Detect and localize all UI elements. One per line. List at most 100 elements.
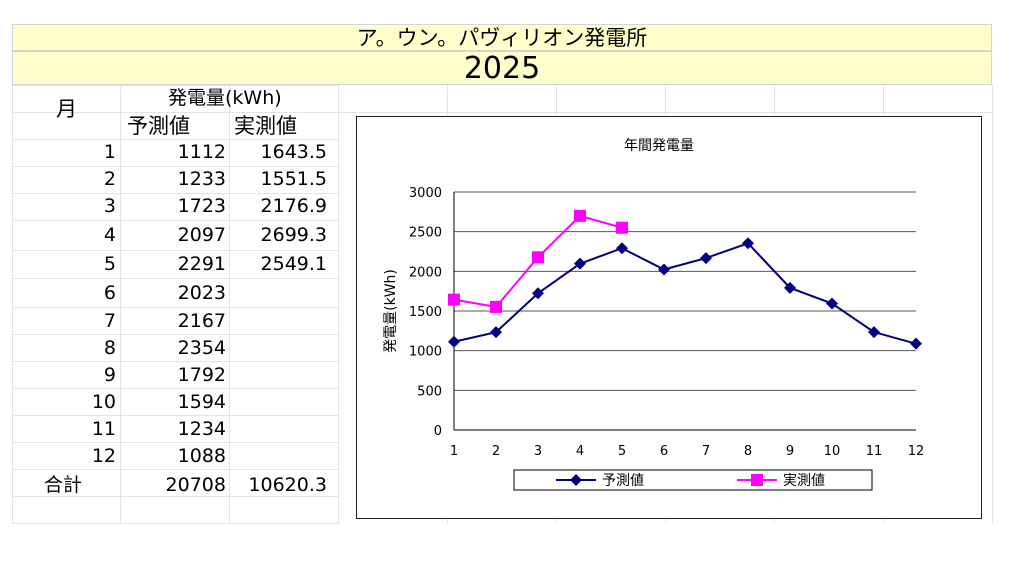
legend-label-2: 実測値 (783, 473, 825, 489)
line-chart: 年間発電量 発電量(kWh) 0 500 1000 1500 2000 2500 3000 1… (383, 138, 925, 491)
forecast-cell: 1088 (177, 445, 226, 467)
y-tick-label: 2000 (409, 265, 442, 280)
forecast-cell: 2291 (177, 253, 226, 275)
forecast-point (910, 337, 922, 350)
total-label: 合計 (44, 474, 83, 496)
forecast-point (490, 326, 502, 339)
x-tick-label: 4 (576, 444, 584, 459)
grid-column-line (12, 85, 13, 523)
grid-row-line (12, 85, 339, 86)
forecast-point (868, 326, 880, 339)
plant-title: ア。ウン。パヴィリオン発電所 (12, 24, 992, 51)
grid-row-line (12, 307, 339, 308)
x-tick-label: 5 (618, 444, 626, 459)
y-tick-label: 3000 (409, 186, 442, 201)
x-tick-label: 10 (824, 444, 841, 459)
forecast-cell: 2354 (177, 337, 226, 359)
month-cell: 9 (103, 364, 116, 386)
grid-row-line (12, 523, 339, 524)
forecast-cell: 1792 (177, 364, 226, 386)
forecast-cell: 1723 (177, 195, 226, 217)
x-tick-label: 3 (534, 444, 542, 459)
forecast-cell: 1112 (177, 141, 226, 163)
grid-column-line (120, 85, 121, 523)
forecast-point (742, 237, 754, 250)
grid-column-line (229, 85, 230, 523)
month-cell: 8 (103, 337, 116, 359)
grid-row-line (12, 334, 339, 335)
month-cell: 3 (103, 195, 116, 217)
y-tick-label: 0 (434, 424, 442, 439)
month-cell: 1 (103, 141, 116, 163)
month-cell: 4 (103, 224, 116, 246)
x-tick-label: 8 (744, 444, 752, 459)
y-tick-label: 500 (417, 384, 442, 399)
x-tick-label: 12 (908, 444, 925, 459)
total-actual: 10620.3 (248, 474, 327, 496)
year-title: 2025 (12, 51, 992, 85)
y-tick-label: 1500 (409, 305, 442, 320)
x-tick-label: 9 (786, 444, 794, 459)
legend-marker-actual (751, 474, 763, 486)
actual-cell: 1551.5 (260, 168, 327, 190)
grid-column-line (992, 85, 993, 523)
x-tick-label: 6 (660, 444, 668, 459)
month-cell: 2 (103, 168, 116, 190)
actual-point (616, 221, 628, 234)
grid-row-line (12, 278, 339, 279)
x-tick-label: 2 (492, 444, 500, 459)
actual-point (490, 300, 502, 313)
power-header: 発電量(kWh) (168, 87, 282, 109)
x-tick-label: 11 (866, 444, 883, 459)
x-tick-label: 1 (450, 444, 458, 459)
legend-marker-forecast (570, 474, 582, 486)
forecast-point (448, 335, 460, 348)
chart-area[interactable]: 年間発電量 発電量(kWh) 0 500 1000 1500 2000 2500 3000 1… (356, 116, 982, 519)
y-axis-label: 発電量(kWh) (383, 269, 399, 353)
month-cell: 5 (103, 253, 116, 275)
y-tick-label: 1000 (409, 345, 442, 360)
grid-row-line (12, 220, 339, 221)
month-cell: 6 (103, 282, 116, 304)
actual-header: 実測値 (234, 114, 297, 138)
grid-column-line (338, 85, 339, 523)
month-cell: 11 (91, 418, 116, 440)
forecast-cell: 1234 (177, 418, 226, 440)
grid-row-line (12, 388, 339, 389)
forecast-point (826, 297, 838, 310)
total-forecast: 20708 (165, 474, 226, 496)
forecast-cell: 2167 (177, 310, 226, 332)
actual-point (532, 251, 544, 264)
forecast-point (658, 263, 670, 276)
y-tick-label: 2500 (409, 226, 442, 241)
grid-row-line (12, 469, 339, 470)
forecast-cell: 2097 (177, 224, 226, 246)
series-line-1 (453, 242, 917, 345)
legend-label-1: 予測値 (602, 473, 644, 489)
forecast-point (532, 287, 544, 300)
forecast-point (616, 242, 628, 255)
grid-row-line (12, 361, 339, 362)
actual-cell: 1643.5 (260, 141, 327, 163)
month-cell: 12 (91, 445, 116, 467)
grid-row-line (12, 166, 339, 167)
grid-row-line (12, 193, 339, 194)
forecast-cell: 2023 (177, 282, 226, 304)
month-cell: 7 (103, 310, 116, 332)
actual-cell: 2176.9 (260, 195, 327, 217)
forecast-cell: 1233 (177, 168, 226, 190)
month-header: 月 (56, 97, 77, 121)
forecast-cell: 1594 (177, 391, 226, 413)
actual-cell: 2699.3 (260, 224, 327, 246)
forecast-point (574, 257, 586, 270)
forecast-point (700, 252, 712, 265)
month-cell: 10 (91, 391, 116, 413)
forecast-point (784, 281, 796, 294)
grid-row-line (12, 112, 339, 113)
grid-row-line (12, 442, 339, 443)
grid-row-line (338, 112, 992, 113)
actual-cell: 2549.1 (260, 253, 327, 275)
grid-row-line (12, 139, 339, 140)
legend-box (513, 469, 873, 491)
forecast-header: 予測値 (127, 114, 190, 138)
